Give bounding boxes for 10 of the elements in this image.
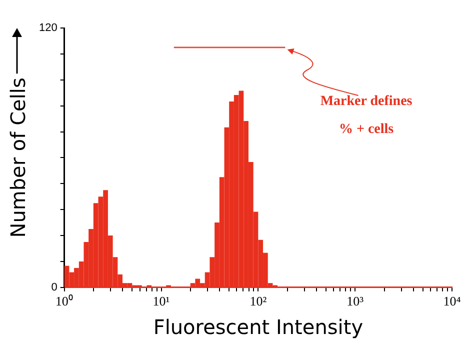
annotation: Marker defines % + cells [320, 94, 413, 138]
y-axis-title: Number of Cells [6, 78, 30, 238]
x-tick-label: 10⁴ [443, 294, 462, 309]
y-tick-label: 120 [38, 22, 58, 34]
x-tick-label: 10⁰ [55, 294, 74, 309]
x-axis-title: Fluorescent Intensity [153, 315, 364, 340]
y-tick-label: 0 [51, 281, 58, 294]
x-tick-label: 10¹ [152, 294, 170, 309]
x-tick-label: 10² [250, 294, 267, 309]
x-tick-label: 10³ [346, 294, 364, 309]
